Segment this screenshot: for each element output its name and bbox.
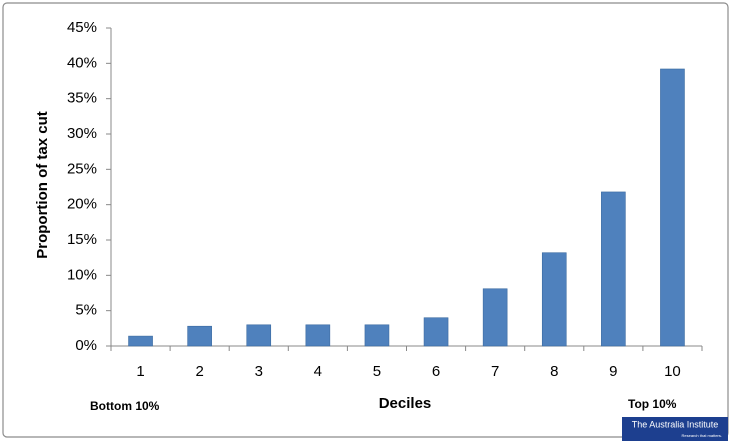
bar <box>660 68 685 347</box>
x-tick-label: 10 <box>664 363 681 380</box>
annotation: Top 10% <box>628 397 677 411</box>
logo-name: The Australia Institute <box>632 419 719 429</box>
y-axis-label: Proportion of tax cut <box>34 111 51 259</box>
x-tick-label: 7 <box>491 363 499 380</box>
y-tick-label: 20% <box>67 196 97 213</box>
y-tick-label: 45% <box>67 19 97 36</box>
y-tick-label: 10% <box>67 266 97 283</box>
logo-tagline: Research that matters. <box>682 433 722 438</box>
y-tick-label: 0% <box>75 337 97 354</box>
bar <box>541 252 567 347</box>
x-tick-label: 4 <box>314 363 322 380</box>
y-tick-label: 5% <box>75 302 97 319</box>
annotation: Bottom 10% <box>90 399 160 413</box>
x-tick-label: 9 <box>609 363 617 380</box>
bar <box>601 191 626 347</box>
bar <box>128 335 153 347</box>
x-tick-label: 8 <box>550 363 558 380</box>
x-tick-label: 5 <box>373 363 381 380</box>
y-tick-label: 30% <box>67 125 97 142</box>
bar <box>246 324 272 347</box>
x-tick-label: 6 <box>432 363 440 380</box>
bar <box>482 288 508 347</box>
x-tick-label: 1 <box>136 363 144 380</box>
x-axis-label: Deciles <box>379 395 432 412</box>
y-tick-label: 40% <box>67 54 97 71</box>
bar <box>187 325 212 347</box>
x-tick-label: 3 <box>255 363 263 380</box>
bar <box>364 324 390 347</box>
y-tick-label: 15% <box>67 231 97 248</box>
y-tick-label: 25% <box>67 160 97 177</box>
bar <box>423 317 449 347</box>
bar <box>305 324 331 347</box>
logo-box <box>622 417 728 441</box>
y-tick-label: 35% <box>67 90 97 107</box>
x-tick-label: 2 <box>195 363 203 380</box>
